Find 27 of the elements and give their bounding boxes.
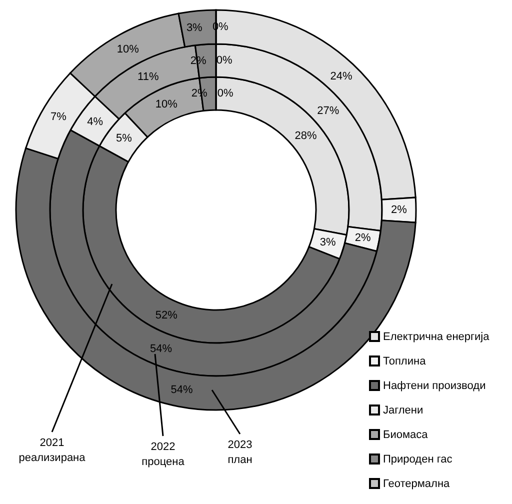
legend-label: Јаглени xyxy=(383,404,424,416)
data-label: 10% xyxy=(155,98,178,111)
legend-label: Природен гас xyxy=(383,454,453,466)
data-label: 2% xyxy=(354,232,372,244)
data-label: 54% xyxy=(150,343,172,355)
data-label: 4% xyxy=(87,116,104,128)
data-label: 3% xyxy=(320,236,336,248)
legend-label: Геотермална xyxy=(383,478,451,490)
data-label: 24% xyxy=(330,70,352,83)
legend-label: Биомаса xyxy=(383,429,429,441)
slice-label: 2022 процена xyxy=(142,441,186,468)
text: 0% xyxy=(217,88,234,100)
slice-label: 2021 реализирана xyxy=(18,437,86,464)
legend-label: Нафтени производи xyxy=(383,380,486,392)
data-label: 11% xyxy=(138,70,159,83)
data-label: 5% xyxy=(116,132,132,145)
data-label: 10% xyxy=(116,44,140,56)
data-label: 52% xyxy=(155,309,178,322)
data-label: 27% xyxy=(317,105,340,118)
legend-label: Електрична енергија xyxy=(383,331,490,343)
data-label: 54% xyxy=(170,384,193,396)
data-label: 7% xyxy=(50,110,67,123)
legend-label: Топлина xyxy=(383,356,427,368)
data-label: 3% xyxy=(186,22,203,34)
slice-label: 2023 план xyxy=(228,439,252,466)
data-label: 2% xyxy=(391,204,408,216)
data-label: 28% xyxy=(294,130,317,142)
